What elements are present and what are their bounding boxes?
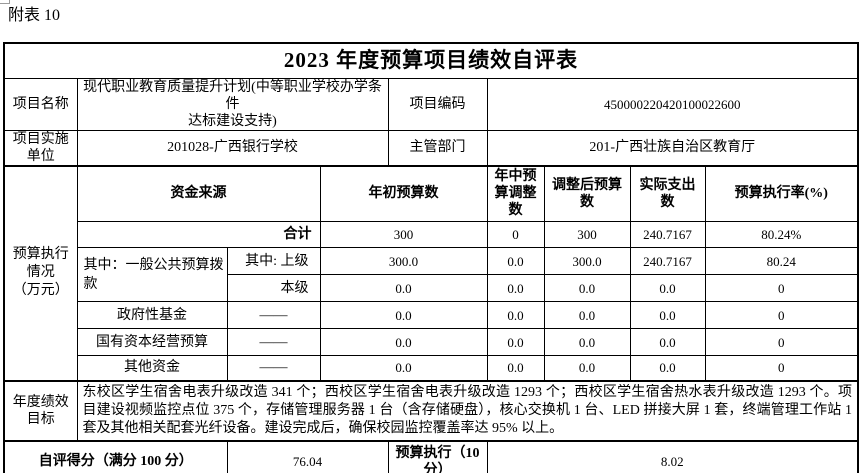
project-name-label: 项目名称	[3, 77, 78, 131]
title-row: 2023 年度预算项目绩效自评表	[3, 42, 859, 79]
budget-exec-score-value: 8.02	[486, 439, 859, 473]
local-adjustment: 0.0	[486, 274, 545, 302]
general-budget-upper-row: 其中：一般公共预算拨 款 其中: 上级 300.0 0.0 300.0 240.…	[4, 247, 859, 302]
local-level-label: 本级	[226, 274, 321, 302]
upper-rate: 80.24	[704, 247, 859, 275]
funding-row-dash: ——	[226, 355, 321, 381]
annual-target-label: 年度绩效 目标	[3, 379, 78, 441]
project-name-value: 现代职业教育质量提升计划(中等职业学校办学条件 达标建设支持)	[76, 77, 389, 131]
budget-exec-score-label: 预算执行（10 分）	[387, 439, 488, 473]
upper-level-label: 其中: 上级	[226, 247, 321, 275]
funding-row-adjustment: 0.0	[486, 301, 545, 329]
self-evaluation-table: 2023 年度预算项目绩效自评表 项目名称 现代职业教育质量提升计划(中等职业学…	[3, 42, 860, 473]
project-code-label: 项目编码	[387, 77, 488, 131]
other-funds-row: 其他资金 —— 0.0 0.0 0.0 0.0 0	[4, 355, 859, 381]
funding-row-rate: 0	[704, 301, 859, 329]
budget-header-row: 预算执行 情况 （万元） 资金来源 年初预算数 年中预 算调整 数 调整后预算 …	[3, 164, 859, 381]
funding-row-rate: 0	[704, 328, 859, 356]
funding-row-label: 其他资金	[76, 355, 228, 381]
self-score-value: 76.04	[226, 439, 389, 473]
top-left-cell-fragment	[0, 0, 10, 4]
annual-target-text: 东校区学生宿舍电表升级改造 341 个；西校区学生宿舍电表升级改造 1293 个…	[82, 384, 853, 436]
general-public-budget-label: 其中：一般公共预算拨 款	[76, 247, 228, 302]
project-code-value: 450000220420100022600	[486, 77, 859, 131]
upper-adjustment: 0.0	[486, 247, 545, 275]
total-actual: 240.7167	[629, 221, 706, 248]
implement-unit-label: 项目实施 单位	[3, 129, 78, 166]
self-score-row: 自评得分（满分 100 分） 76.04 预算执行（10 分） 8.02	[3, 439, 859, 473]
table-title: 2023 年度预算项目绩效自评表	[3, 42, 859, 79]
funding-row-dash: ——	[226, 301, 321, 329]
annual-target-cell: 东校区学生宿舍电表升级改造 341 个；西校区学生宿舍电表升级改造 1293 个…	[76, 379, 859, 441]
funding-row-label: 政府性基金	[76, 301, 228, 329]
funding-row-adjustment: 0.0	[486, 355, 545, 381]
total-label: 合计	[76, 221, 321, 248]
budget-section-label: 预算执行 情况 （万元）	[3, 164, 78, 381]
funding-row-actual: 0.0	[629, 301, 706, 329]
upper-adjusted: 300.0	[543, 247, 631, 275]
funding-row-initial: 0.0	[319, 328, 488, 356]
local-rate: 0	[704, 274, 859, 302]
funding-row-adjustment: 0.0	[486, 328, 545, 356]
annex-label: 附表 10	[8, 7, 61, 24]
funding-row-adjusted: 0.0	[543, 301, 631, 329]
total-row: 合计 300 0 300 240.7167 80.24%	[4, 221, 859, 248]
total-adjustment: 0	[486, 221, 545, 248]
annual-target-row: 年度绩效 目标 东校区学生宿舍电表升级改造 341 个；西校区学生宿舍电表升级改…	[3, 379, 859, 441]
local-adjusted: 0.0	[543, 274, 631, 302]
total-rate: 80.24%	[704, 221, 859, 248]
upper-actual: 240.7167	[629, 247, 706, 275]
funding-row-label: 国有资本经营预算	[76, 328, 228, 356]
col-mid-year-adjustment: 年中预 算调整 数	[486, 164, 545, 222]
col-adjusted-budget: 调整后预算 数	[543, 164, 631, 222]
col-initial-budget: 年初预算数	[319, 164, 488, 222]
government-fund-row: 政府性基金 —— 0.0 0.0 0.0 0.0 0	[4, 301, 859, 329]
implement-unit-row: 项目实施 单位 201028-广西银行学校 主管部门 201-广西壮族自治区教育…	[3, 129, 859, 166]
implement-unit-value: 201028-广西银行学校	[76, 129, 389, 166]
funding-row-adjusted: 0.0	[543, 328, 631, 356]
funding-row-initial: 0.0	[319, 301, 488, 329]
department-label: 主管部门	[387, 129, 488, 166]
funding-row-initial: 0.0	[319, 355, 488, 381]
general-budget-local-row: 本级 0.0 0.0 0.0 0.0 0	[4, 274, 859, 302]
department-value: 201-广西壮族自治区教育厅	[486, 129, 859, 166]
state-capital-row: 国有资本经营预算 —— 0.0 0.0 0.0 0.0 0	[4, 328, 859, 356]
total-initial: 300	[319, 221, 488, 248]
local-initial: 0.0	[319, 274, 488, 302]
upper-initial: 300.0	[319, 247, 488, 275]
funding-row-rate: 0	[704, 355, 859, 381]
funding-row-adjusted: 0.0	[543, 355, 631, 381]
col-funding-source: 资金来源	[76, 164, 321, 222]
self-score-label: 自评得分（满分 100 分）	[3, 439, 228, 473]
total-adjusted: 300	[543, 221, 631, 248]
funding-row-actual: 0.0	[629, 328, 706, 356]
col-execution-rate: 预算执行率(%)	[704, 164, 859, 222]
col-actual-expenditure: 实际支出 数	[629, 164, 706, 222]
funding-row-dash: ——	[226, 328, 321, 356]
funding-row-actual: 0.0	[629, 355, 706, 381]
local-actual: 0.0	[629, 274, 706, 302]
project-name-row: 项目名称 现代职业教育质量提升计划(中等职业学校办学条件 达标建设支持) 项目编…	[3, 77, 859, 131]
